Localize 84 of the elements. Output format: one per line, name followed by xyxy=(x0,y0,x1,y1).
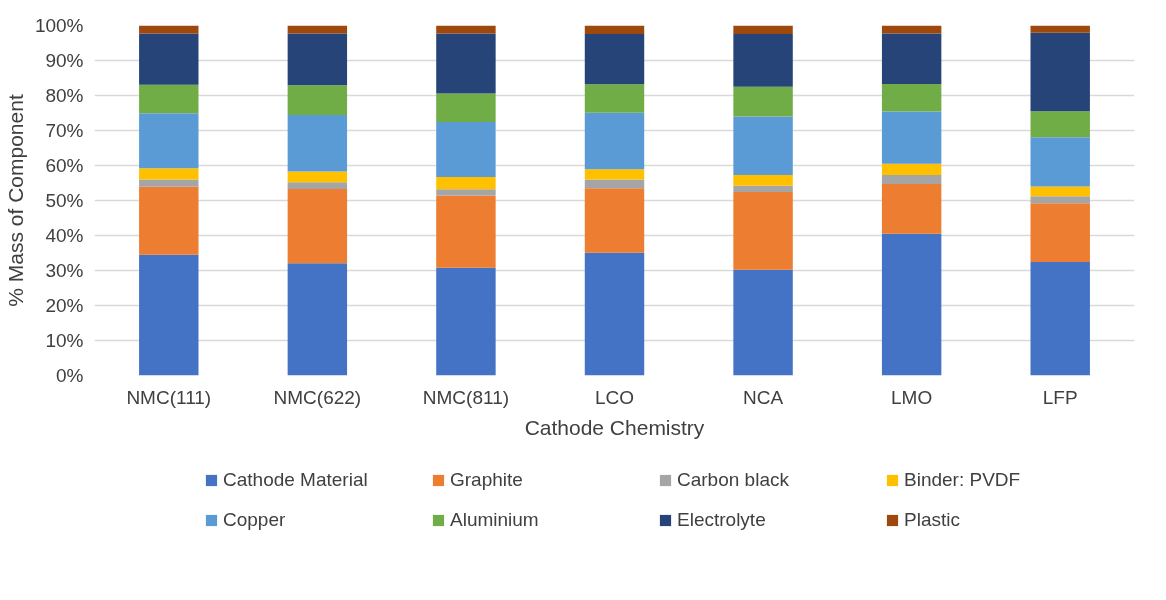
bar xyxy=(1030,196,1090,204)
bar xyxy=(287,188,348,264)
bar xyxy=(1030,186,1090,197)
x-tick-label: LMO xyxy=(891,386,933,408)
bar xyxy=(436,33,496,94)
bar xyxy=(139,113,199,169)
bar xyxy=(733,174,793,186)
x-tick-label: NMC(622) xyxy=(273,386,362,408)
bar xyxy=(584,179,645,189)
bar xyxy=(139,84,199,114)
legend-label: Carbon black xyxy=(677,469,790,491)
bar xyxy=(436,195,496,268)
bar xyxy=(1030,111,1090,138)
bar xyxy=(584,188,645,253)
bar xyxy=(436,122,496,178)
bar xyxy=(733,33,793,87)
y-tick-label: 50% xyxy=(45,190,84,211)
bar xyxy=(139,168,199,180)
bar xyxy=(436,93,496,123)
y-tick-label: 10% xyxy=(45,330,84,351)
bar xyxy=(436,267,496,376)
bar xyxy=(881,83,942,112)
bar xyxy=(733,116,793,175)
bar xyxy=(436,177,496,190)
legend-label: Cathode Material xyxy=(223,469,369,491)
bar xyxy=(1030,203,1090,263)
y-tick-label: 70% xyxy=(45,120,84,141)
x-tick-label: NMC(811) xyxy=(422,386,510,408)
bar xyxy=(881,174,942,185)
bar xyxy=(287,182,348,189)
x-tick-label: LFP xyxy=(1042,386,1078,408)
bar xyxy=(733,25,793,34)
legend-label: Aluminium xyxy=(450,509,540,531)
x-tick-label: NCA xyxy=(743,386,784,408)
x-tick-label: NMC(111) xyxy=(126,386,212,408)
bar xyxy=(287,25,348,34)
legend-label: Binder: PVDF xyxy=(904,469,1022,491)
legend-label: Electrolyte xyxy=(677,509,767,531)
bar xyxy=(436,189,496,196)
y-tick-label: 20% xyxy=(45,295,84,316)
bar xyxy=(1030,137,1090,187)
bar xyxy=(139,179,199,187)
bar xyxy=(287,33,348,86)
bar xyxy=(584,84,645,113)
bar xyxy=(881,233,942,376)
x-tick-label: LCO xyxy=(594,386,635,408)
bar xyxy=(584,252,645,376)
bar xyxy=(1030,32,1090,112)
bar xyxy=(287,263,348,376)
y-tick-label: 100% xyxy=(34,15,84,36)
bar xyxy=(881,25,942,34)
bar xyxy=(1030,25,1090,33)
y-tick-label: 40% xyxy=(45,225,84,246)
legend-label: Graphite xyxy=(450,469,524,491)
bar xyxy=(139,33,199,85)
bar xyxy=(139,186,199,255)
bar xyxy=(287,115,348,172)
bar xyxy=(139,25,199,34)
bar xyxy=(733,185,793,193)
bar xyxy=(733,86,793,117)
bar xyxy=(584,112,645,170)
bar xyxy=(733,192,793,270)
bar xyxy=(584,25,645,34)
bar xyxy=(139,254,199,376)
bar xyxy=(287,85,348,116)
legend-label: Plastic xyxy=(904,509,961,531)
bar xyxy=(584,169,645,180)
legend-label: Copper xyxy=(223,509,287,531)
bar xyxy=(881,163,942,175)
bar xyxy=(881,184,942,234)
bar xyxy=(881,33,942,84)
bar xyxy=(436,25,496,34)
y-tick-label: 80% xyxy=(45,85,84,106)
y-tick-label: 90% xyxy=(45,50,84,71)
y-tick-label: 0% xyxy=(56,365,84,386)
bar xyxy=(1030,262,1090,376)
bar xyxy=(881,111,942,164)
y-axis-title: % Mass of Component xyxy=(3,94,27,307)
bar xyxy=(733,269,793,376)
y-tick-label: 30% xyxy=(45,260,84,281)
x-axis-title: Cathode Chemistry xyxy=(524,415,705,439)
bar xyxy=(287,171,348,183)
bar xyxy=(584,33,645,85)
y-tick-label: 60% xyxy=(45,155,84,176)
